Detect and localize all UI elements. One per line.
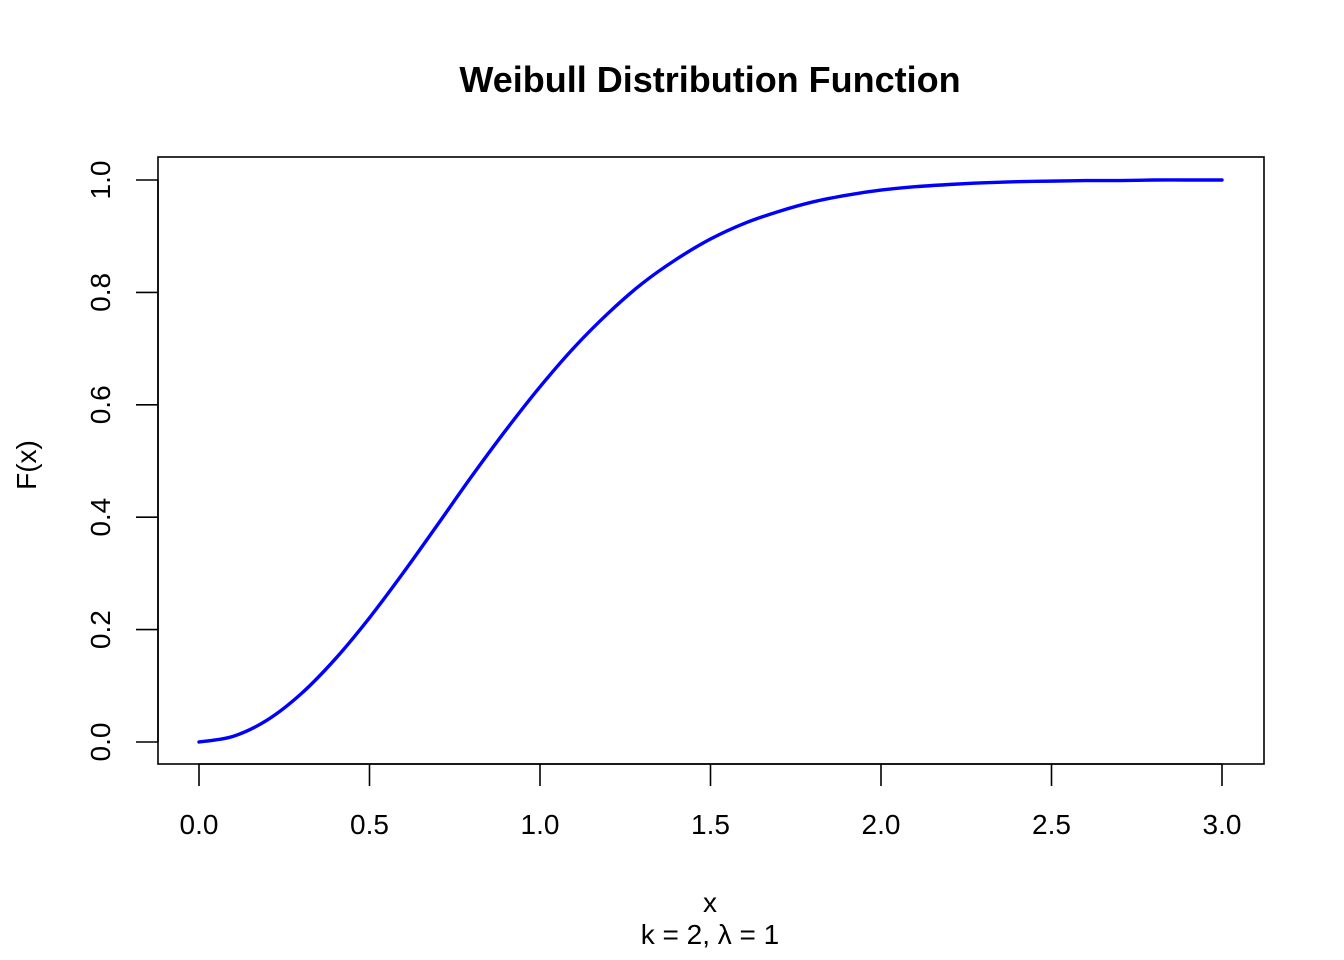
- x-tick-label: 1.5: [691, 809, 730, 840]
- y-axis: 0.0 0.2 0.4 0.6 0.8 1.0: [85, 161, 159, 762]
- y-tick-label: 0.8: [85, 273, 116, 312]
- y-tick-label: 0.6: [85, 385, 116, 424]
- x-tick-label: 2.5: [1032, 809, 1071, 840]
- x-tick-label: 1.0: [521, 809, 560, 840]
- y-tick-label: 0.2: [85, 610, 116, 649]
- x-axis-label: x: [703, 887, 717, 918]
- y-tick-label: 0.0: [85, 723, 116, 762]
- x-axis: 0.0 0.5 1.0 1.5 2.0 2.5 3.0: [180, 763, 1242, 840]
- subtitle: k = 2, λ = 1: [641, 919, 780, 950]
- series-layer: [197, 178, 1224, 744]
- y-tick-label: 0.4: [85, 498, 116, 537]
- x-tick-label: 0.5: [350, 809, 389, 840]
- x-tick-label: 3.0: [1203, 809, 1242, 840]
- chart-title: Weibull Distribution Function: [459, 59, 960, 100]
- x-tick-label: 0.0: [180, 809, 219, 840]
- y-axis-label: F(x): [11, 440, 42, 490]
- y-tick-label: 1.0: [85, 161, 116, 200]
- x-tick-label: 2.0: [862, 809, 901, 840]
- series-line-0: [197, 178, 1224, 744]
